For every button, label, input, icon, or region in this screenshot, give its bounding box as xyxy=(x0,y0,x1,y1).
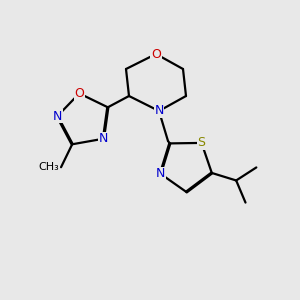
Text: N: N xyxy=(99,132,108,145)
Text: S: S xyxy=(197,136,206,149)
Text: CH₃: CH₃ xyxy=(39,162,59,172)
Text: N: N xyxy=(52,110,62,123)
Text: O: O xyxy=(74,87,84,100)
Text: N: N xyxy=(154,104,164,118)
Text: N: N xyxy=(156,167,165,180)
Text: O: O xyxy=(151,47,161,61)
